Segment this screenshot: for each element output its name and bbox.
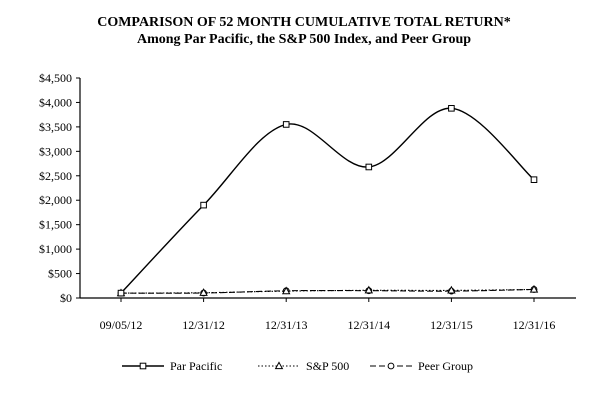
y-tick-label: $2,000 xyxy=(39,193,72,207)
x-tick-label: 12/31/15 xyxy=(430,318,473,332)
legend-label-peer-group: Peer Group xyxy=(418,359,473,373)
legend-marker-par-pacific xyxy=(139,362,147,370)
chart-title: COMPARISON OF 52 MONTH CUMULATIVE TOTAL … xyxy=(97,15,511,30)
series-line-s-p-500 xyxy=(120,288,535,294)
data-point-par-pacific xyxy=(117,289,125,297)
legend-label-par-pacific: Par Pacific xyxy=(170,359,222,373)
series-line-par-pacific xyxy=(120,107,535,294)
y-tick-label: $4,500 xyxy=(39,71,72,85)
y-tick-label: $3,500 xyxy=(39,120,72,134)
data-point-par-pacific xyxy=(365,163,373,171)
chart-subtitle: Among Par Pacific, the S&P 500 Index, an… xyxy=(136,32,472,47)
data-point-s-p-500 xyxy=(447,285,456,294)
legend-label-s-p-500: S&P 500 xyxy=(306,359,349,373)
y-tick-label: $1,500 xyxy=(39,218,72,232)
legend-item-par-pacific: Par Pacific xyxy=(122,359,222,373)
y-tick-label: $4,000 xyxy=(39,95,72,109)
y-tick-label: $3,000 xyxy=(39,144,72,158)
data-point-par-pacific xyxy=(200,201,207,209)
data-point-par-pacific xyxy=(530,176,538,183)
legend-marker-s-p-500 xyxy=(274,361,284,370)
x-tick-label: 09/05/12 xyxy=(100,318,143,332)
data-point-par-pacific xyxy=(448,105,455,112)
y-tick-label: $500 xyxy=(48,267,72,281)
legend-item-peer-group: Peer Group xyxy=(370,359,473,373)
x-tick-label: 12/31/16 xyxy=(513,318,556,332)
data-point-s-p-500 xyxy=(529,284,539,293)
y-tick-label: $0 xyxy=(60,291,72,305)
x-tick-label: 12/31/13 xyxy=(265,318,308,332)
data-point-s-p-500 xyxy=(281,286,291,295)
y-tick-label: $2,500 xyxy=(39,169,72,183)
x-tick-label: 12/31/14 xyxy=(347,318,390,332)
y-tick-label: $1,000 xyxy=(39,242,72,256)
legend-marker-peer-group xyxy=(387,362,395,370)
data-point-par-pacific xyxy=(282,121,290,128)
data-point-s-p-500 xyxy=(199,288,208,296)
x-tick-label: 12/31/12 xyxy=(182,318,225,332)
legend: Par Pacific S&P 500 Peer Group xyxy=(122,359,473,373)
axes: $0 $500 $1,000 $1,500 $2,000 $2,500 $3,000 $3,5… xyxy=(39,71,576,332)
series-lines xyxy=(116,105,539,297)
data-point-s-p-500 xyxy=(364,285,374,294)
legend-item-s-p-500: S&P 500 xyxy=(258,359,349,373)
